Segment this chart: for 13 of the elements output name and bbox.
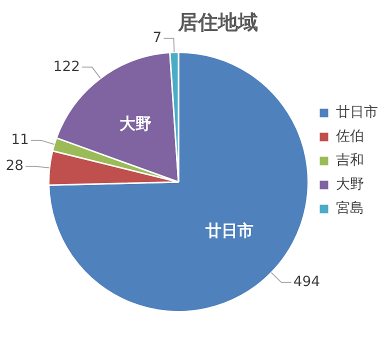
legend-label: 宮島 <box>336 200 364 217</box>
legend-label: 大野 <box>336 176 364 193</box>
data-label: 494 <box>293 274 320 290</box>
data-label: 28 <box>6 158 24 174</box>
data-label: 7 <box>152 30 162 46</box>
legend-label: 廿日市 <box>336 104 378 121</box>
text: 廿日市 <box>206 221 254 240</box>
chart-title: 居住地域 <box>177 10 258 34</box>
data-label: 11 <box>11 132 29 148</box>
legend-label: 佐伯 <box>336 128 364 145</box>
data-label: 122 <box>53 58 80 75</box>
legend-label: 吉和 <box>336 152 364 169</box>
text: 大野 <box>120 114 152 134</box>
